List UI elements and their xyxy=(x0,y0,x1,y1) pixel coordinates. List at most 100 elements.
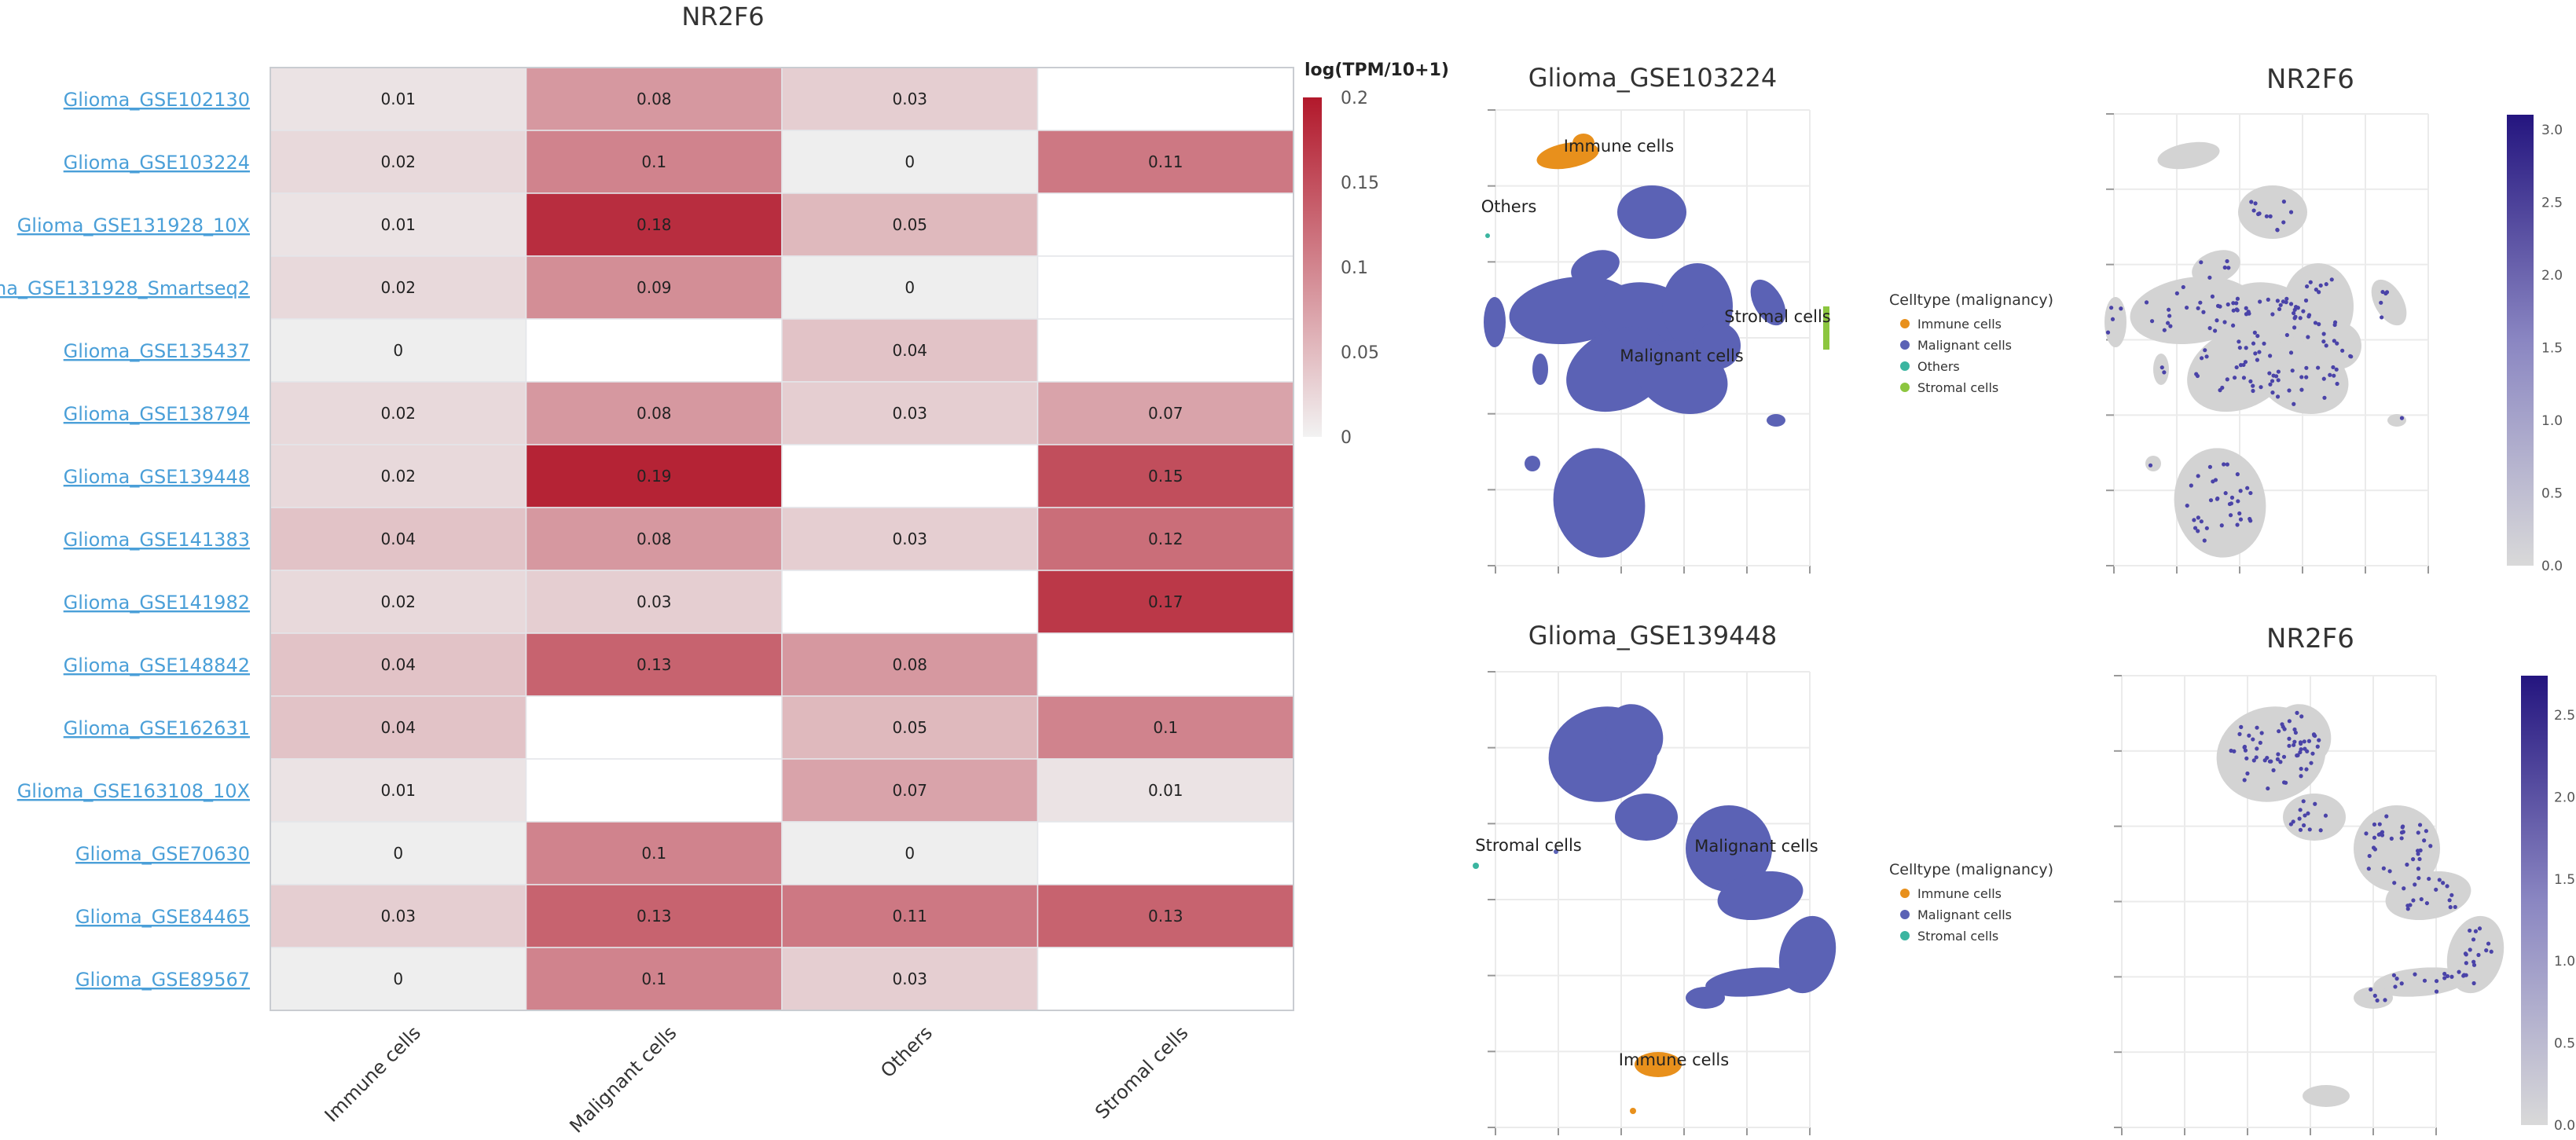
heatmap-cell[interactable] xyxy=(525,632,783,697)
heatmap-cell[interactable] xyxy=(525,255,783,320)
heatmap-cell[interactable] xyxy=(781,444,1039,508)
colorbar-tick: 1.5 xyxy=(2541,341,2563,357)
expression-point xyxy=(2228,513,2233,518)
heatmap-cell[interactable] xyxy=(525,381,783,445)
dataset-link[interactable]: Glioma_GSE148842 xyxy=(64,654,250,676)
heatmap-cell[interactable] xyxy=(1037,192,1294,257)
expression-point xyxy=(2424,829,2428,834)
heatmap-cell[interactable] xyxy=(525,570,783,634)
heatmap-cell[interactable] xyxy=(270,821,527,885)
heatmap-cell[interactable] xyxy=(781,507,1039,571)
legend-label[interactable]: Stromal cells xyxy=(1917,929,1998,944)
expression-point xyxy=(2299,387,2304,392)
expression-point xyxy=(2471,937,2476,942)
expression-point xyxy=(2322,395,2327,400)
expression-point xyxy=(2405,862,2409,867)
heatmap-cell[interactable] xyxy=(1037,884,1294,948)
heatmap-cell[interactable] xyxy=(525,318,783,383)
heatmap-cell[interactable] xyxy=(781,318,1039,383)
expression-point xyxy=(2331,365,2336,370)
dataset-link[interactable]: Glioma_GSE131928_10X xyxy=(17,214,250,236)
heatmap-cell[interactable] xyxy=(270,67,527,131)
expression-point xyxy=(2189,483,2193,488)
dataset-link[interactable]: Glioma_GSE131928_Smartseq2 xyxy=(0,277,250,299)
dataset-link[interactable]: Glioma_GSE163108_10X xyxy=(17,780,250,802)
heatmap-cell[interactable] xyxy=(1037,381,1294,445)
heatmap-cell[interactable] xyxy=(270,444,527,508)
heatmap-cell[interactable] xyxy=(270,570,527,634)
heatmap-cell[interactable] xyxy=(270,758,527,823)
dataset-link[interactable]: Glioma_GSE138794 xyxy=(64,403,250,425)
heatmap-cell[interactable] xyxy=(781,255,1039,320)
heatmap-cell[interactable] xyxy=(1037,318,1294,383)
legend-label[interactable]: Immune cells xyxy=(1917,317,2002,332)
heatmap-cell-label: 0.13 xyxy=(637,655,672,674)
heatmap-cell[interactable] xyxy=(525,67,783,131)
expression-point xyxy=(2215,318,2219,323)
expression-point xyxy=(2288,822,2293,827)
dataset-link[interactable]: Glioma_GSE70630 xyxy=(75,843,250,865)
heatmap-cell[interactable] xyxy=(1037,444,1294,508)
heatmap-cell[interactable] xyxy=(1037,695,1294,760)
expression-point xyxy=(2324,282,2328,287)
cluster-expression xyxy=(2192,250,2240,284)
expression-point xyxy=(2298,827,2303,832)
heatmap-cell[interactable] xyxy=(781,947,1039,1011)
heatmap-cell[interactable] xyxy=(525,947,783,1011)
heatmap-cell[interactable] xyxy=(525,130,783,194)
heatmap-cell[interactable] xyxy=(270,318,527,383)
heatmap-cell[interactable] xyxy=(525,444,783,508)
legend-label[interactable]: Others xyxy=(1917,359,1960,374)
umap-expression-gse103224: NR2F6 3.0 2.5 2.0 1.5 1.0 0.5 0.0 xyxy=(2104,64,2563,574)
dataset-link[interactable]: Glioma_GSE135437 xyxy=(64,340,250,362)
dataset-link[interactable]: Glioma_GSE141383 xyxy=(64,529,250,551)
heatmap-cell[interactable] xyxy=(270,947,527,1011)
expression-point xyxy=(2464,973,2468,977)
heatmap-cell[interactable] xyxy=(1037,821,1294,885)
expression-point xyxy=(2417,823,2423,827)
expression-point xyxy=(2299,766,2303,772)
heatmap-cell[interactable] xyxy=(270,884,527,948)
expression-point xyxy=(2242,778,2247,783)
expression-point xyxy=(2364,831,2369,836)
heatmap-cell[interactable] xyxy=(781,570,1039,634)
heatmap-cell-label: 0.19 xyxy=(637,467,672,486)
expression-point xyxy=(2416,867,2421,871)
legend-label[interactable]: Immune cells xyxy=(1917,886,2002,901)
heatmap-cell[interactable] xyxy=(781,192,1039,257)
dataset-link[interactable]: Glioma_GSE103224 xyxy=(64,152,250,174)
expression-point xyxy=(2329,277,2334,282)
heatmap-cell[interactable] xyxy=(1037,758,1294,823)
heatmap-cell[interactable] xyxy=(781,758,1039,823)
heatmap-cell[interactable] xyxy=(1037,67,1294,131)
dataset-link[interactable]: Glioma_GSE102130 xyxy=(64,89,250,111)
heatmap-cell[interactable] xyxy=(781,381,1039,445)
heatmap-cell[interactable] xyxy=(525,695,783,760)
umap-title-nr2f6-top: NR2F6 xyxy=(2266,64,2354,95)
expression-point xyxy=(2376,832,2381,837)
expression-point xyxy=(2332,339,2336,343)
expression-point xyxy=(2417,856,2422,862)
heatmap-cell[interactable] xyxy=(270,507,527,571)
heatmap-cell[interactable] xyxy=(270,130,527,194)
dataset-link[interactable]: Glioma_GSE139448 xyxy=(64,466,250,488)
heatmap-cell[interactable] xyxy=(1037,255,1294,320)
legend-label[interactable]: Malignant cells xyxy=(1917,907,2012,922)
expression-point xyxy=(2222,320,2227,324)
dataset-link[interactable]: Glioma_GSE84465 xyxy=(75,906,250,928)
dataset-link[interactable]: Glioma_GSE162631 xyxy=(64,717,250,739)
heatmap-cell[interactable] xyxy=(781,130,1039,194)
dataset-link[interactable]: Glioma_GSE89567 xyxy=(75,969,250,991)
expression-point xyxy=(2251,208,2256,213)
heatmap-cell[interactable] xyxy=(525,821,783,885)
dataset-link[interactable]: Glioma_GSE141982 xyxy=(64,592,250,614)
legend-label[interactable]: Stromal cells xyxy=(1917,380,1998,395)
heatmap-cell[interactable] xyxy=(525,758,783,823)
heatmap-cell[interactable] xyxy=(1037,947,1294,1011)
heatmap-cell[interactable] xyxy=(1037,570,1294,634)
heatmap-cell[interactable] xyxy=(1037,632,1294,697)
heatmap-cell[interactable] xyxy=(525,884,783,948)
expression-point xyxy=(2244,756,2249,761)
expression-point xyxy=(2267,759,2273,764)
legend-label[interactable]: Malignant cells xyxy=(1917,338,2012,353)
